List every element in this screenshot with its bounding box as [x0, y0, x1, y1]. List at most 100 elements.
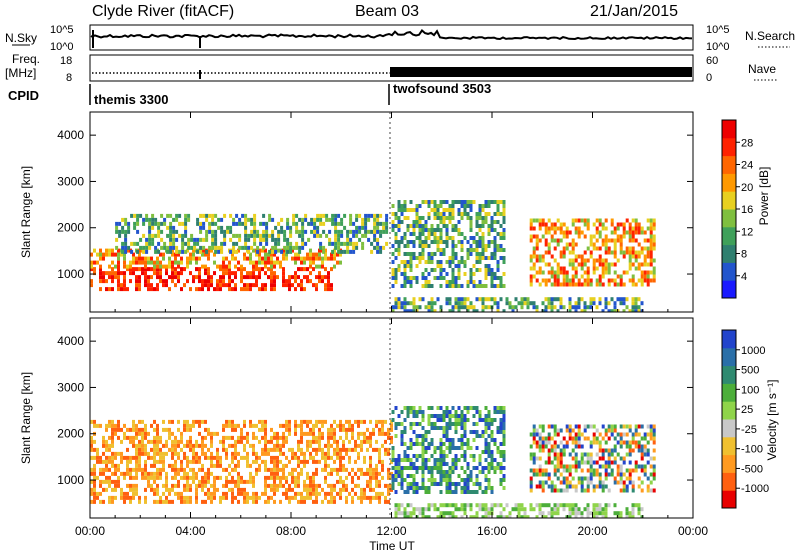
- heatmap-cell: [403, 297, 407, 302]
- heatmap-cell: [351, 427, 354, 432]
- heatmap-cell: [195, 256, 198, 261]
- heatmap-cell: [421, 434, 425, 438]
- heatmap-cell: [415, 422, 419, 426]
- heatmap-cell: [634, 464, 638, 469]
- heatmap-cell: [451, 216, 455, 220]
- heatmap-cell: [132, 423, 135, 428]
- heatmap-cell: [544, 297, 548, 302]
- heatmap-cell: [541, 484, 545, 489]
- heatmap-cell: [490, 280, 494, 284]
- heatmap-cell: [274, 245, 278, 250]
- heatmap-cell: [646, 484, 650, 489]
- heatmap-cell: [294, 427, 297, 432]
- heatmap-cell: [222, 423, 225, 428]
- heatmap-cell: [372, 487, 375, 492]
- heatmap-cell: [601, 309, 605, 312]
- heatmap-cell: [424, 280, 428, 284]
- heatmap-cell: [637, 222, 641, 227]
- heatmap-cell: [475, 511, 479, 516]
- heatmap-cell: [544, 222, 548, 227]
- heatmap-cell: [340, 233, 344, 238]
- heatmap-cell: [643, 472, 647, 477]
- heatmap-cell: [273, 483, 276, 488]
- heatmap-cell: [457, 232, 461, 236]
- heatmap-cell: [351, 495, 354, 500]
- heatmap-cell: [273, 455, 276, 460]
- heatmap-cell: [285, 419, 288, 424]
- heatmap-cell: [409, 224, 413, 228]
- heatmap-cell: [171, 467, 174, 472]
- heatmap-cell: [418, 232, 422, 236]
- heatmap-cell: [201, 419, 204, 424]
- heatmap-cell: [117, 451, 120, 456]
- heatmap-cell: [478, 486, 482, 490]
- heatmap-cell: [315, 467, 318, 472]
- heatmap-cell: [607, 282, 611, 287]
- heatmap-cell: [264, 451, 267, 456]
- heatmap-cell: [499, 426, 503, 430]
- heatmap-cell: [252, 248, 255, 253]
- heatmap-cell: [369, 475, 372, 480]
- heatmap-cell: [637, 507, 641, 512]
- heatmap-cell: [616, 468, 620, 473]
- heatmap-cell: [490, 418, 494, 422]
- heatmap-cell: [327, 283, 330, 288]
- heatmap-cell: [348, 459, 351, 464]
- heatmap-cell: [604, 507, 608, 512]
- heatmap-cell: [177, 483, 180, 488]
- heatmap-cell: [93, 447, 96, 452]
- heatmap-cell: [421, 410, 425, 414]
- heatmap-cell: [619, 468, 623, 473]
- heatmap-cell: [321, 435, 324, 440]
- heatmap-cell: [195, 287, 198, 292]
- heatmap-cell: [105, 443, 108, 448]
- heatmap-cell: [102, 435, 105, 440]
- heatmap-cell: [574, 468, 578, 473]
- heatmap-cell: [346, 233, 350, 238]
- heatmap-cell: [234, 423, 237, 428]
- heatmap-cell: [640, 456, 644, 461]
- heatmap-cell: [117, 287, 120, 292]
- heatmap-cell: [442, 208, 446, 212]
- heatmap-cell: [553, 246, 557, 251]
- heatmap-cell: [199, 225, 203, 230]
- heatmap-cell: [643, 238, 647, 243]
- sky-noise-series: [90, 29, 693, 41]
- heatmap-cell: [403, 442, 407, 446]
- heatmap-cell: [640, 444, 644, 449]
- heatmap-cell: [538, 218, 542, 223]
- heatmap-cell: [369, 479, 372, 484]
- heatmap-cell: [598, 476, 602, 481]
- heatmap-cell: [472, 236, 476, 240]
- heatmap-cell: [318, 491, 321, 496]
- heatmap-cell: [271, 245, 275, 250]
- heatmap-cell: [207, 267, 210, 272]
- heatmap-cell: [132, 487, 135, 492]
- freq-label-1: Freq.: [12, 52, 40, 66]
- heatmap-cell: [460, 414, 464, 418]
- heatmap-cell: [156, 471, 159, 476]
- heatmap-cell: [180, 260, 183, 265]
- heatmap-cell: [556, 456, 560, 461]
- heatmap-cell: [346, 249, 350, 254]
- heatmap-cell: [400, 466, 404, 470]
- heatmap-cell: [229, 249, 233, 254]
- heatmap-cell: [586, 515, 590, 518]
- heatmap-cell: [487, 410, 491, 414]
- heatmap-cell: [538, 472, 542, 477]
- heatmap-cell: [493, 410, 497, 414]
- heatmap-cell: [430, 252, 434, 256]
- heatmap-cell: [252, 443, 255, 448]
- heatmap-cell: [382, 221, 386, 226]
- heatmap-cell: [457, 305, 461, 310]
- heatmap-cell: [282, 451, 285, 456]
- heatmap-cell: [267, 475, 270, 480]
- heatmap-cell: [604, 218, 608, 223]
- heatmap-cell: [580, 476, 584, 481]
- heatmap-cell: [220, 225, 224, 230]
- heatmap-cell: [529, 278, 533, 283]
- heatmap-cell: [255, 499, 258, 504]
- heatmap-cell: [556, 444, 560, 449]
- heatmap-cell: [207, 491, 210, 496]
- heatmap-cell: [183, 427, 186, 432]
